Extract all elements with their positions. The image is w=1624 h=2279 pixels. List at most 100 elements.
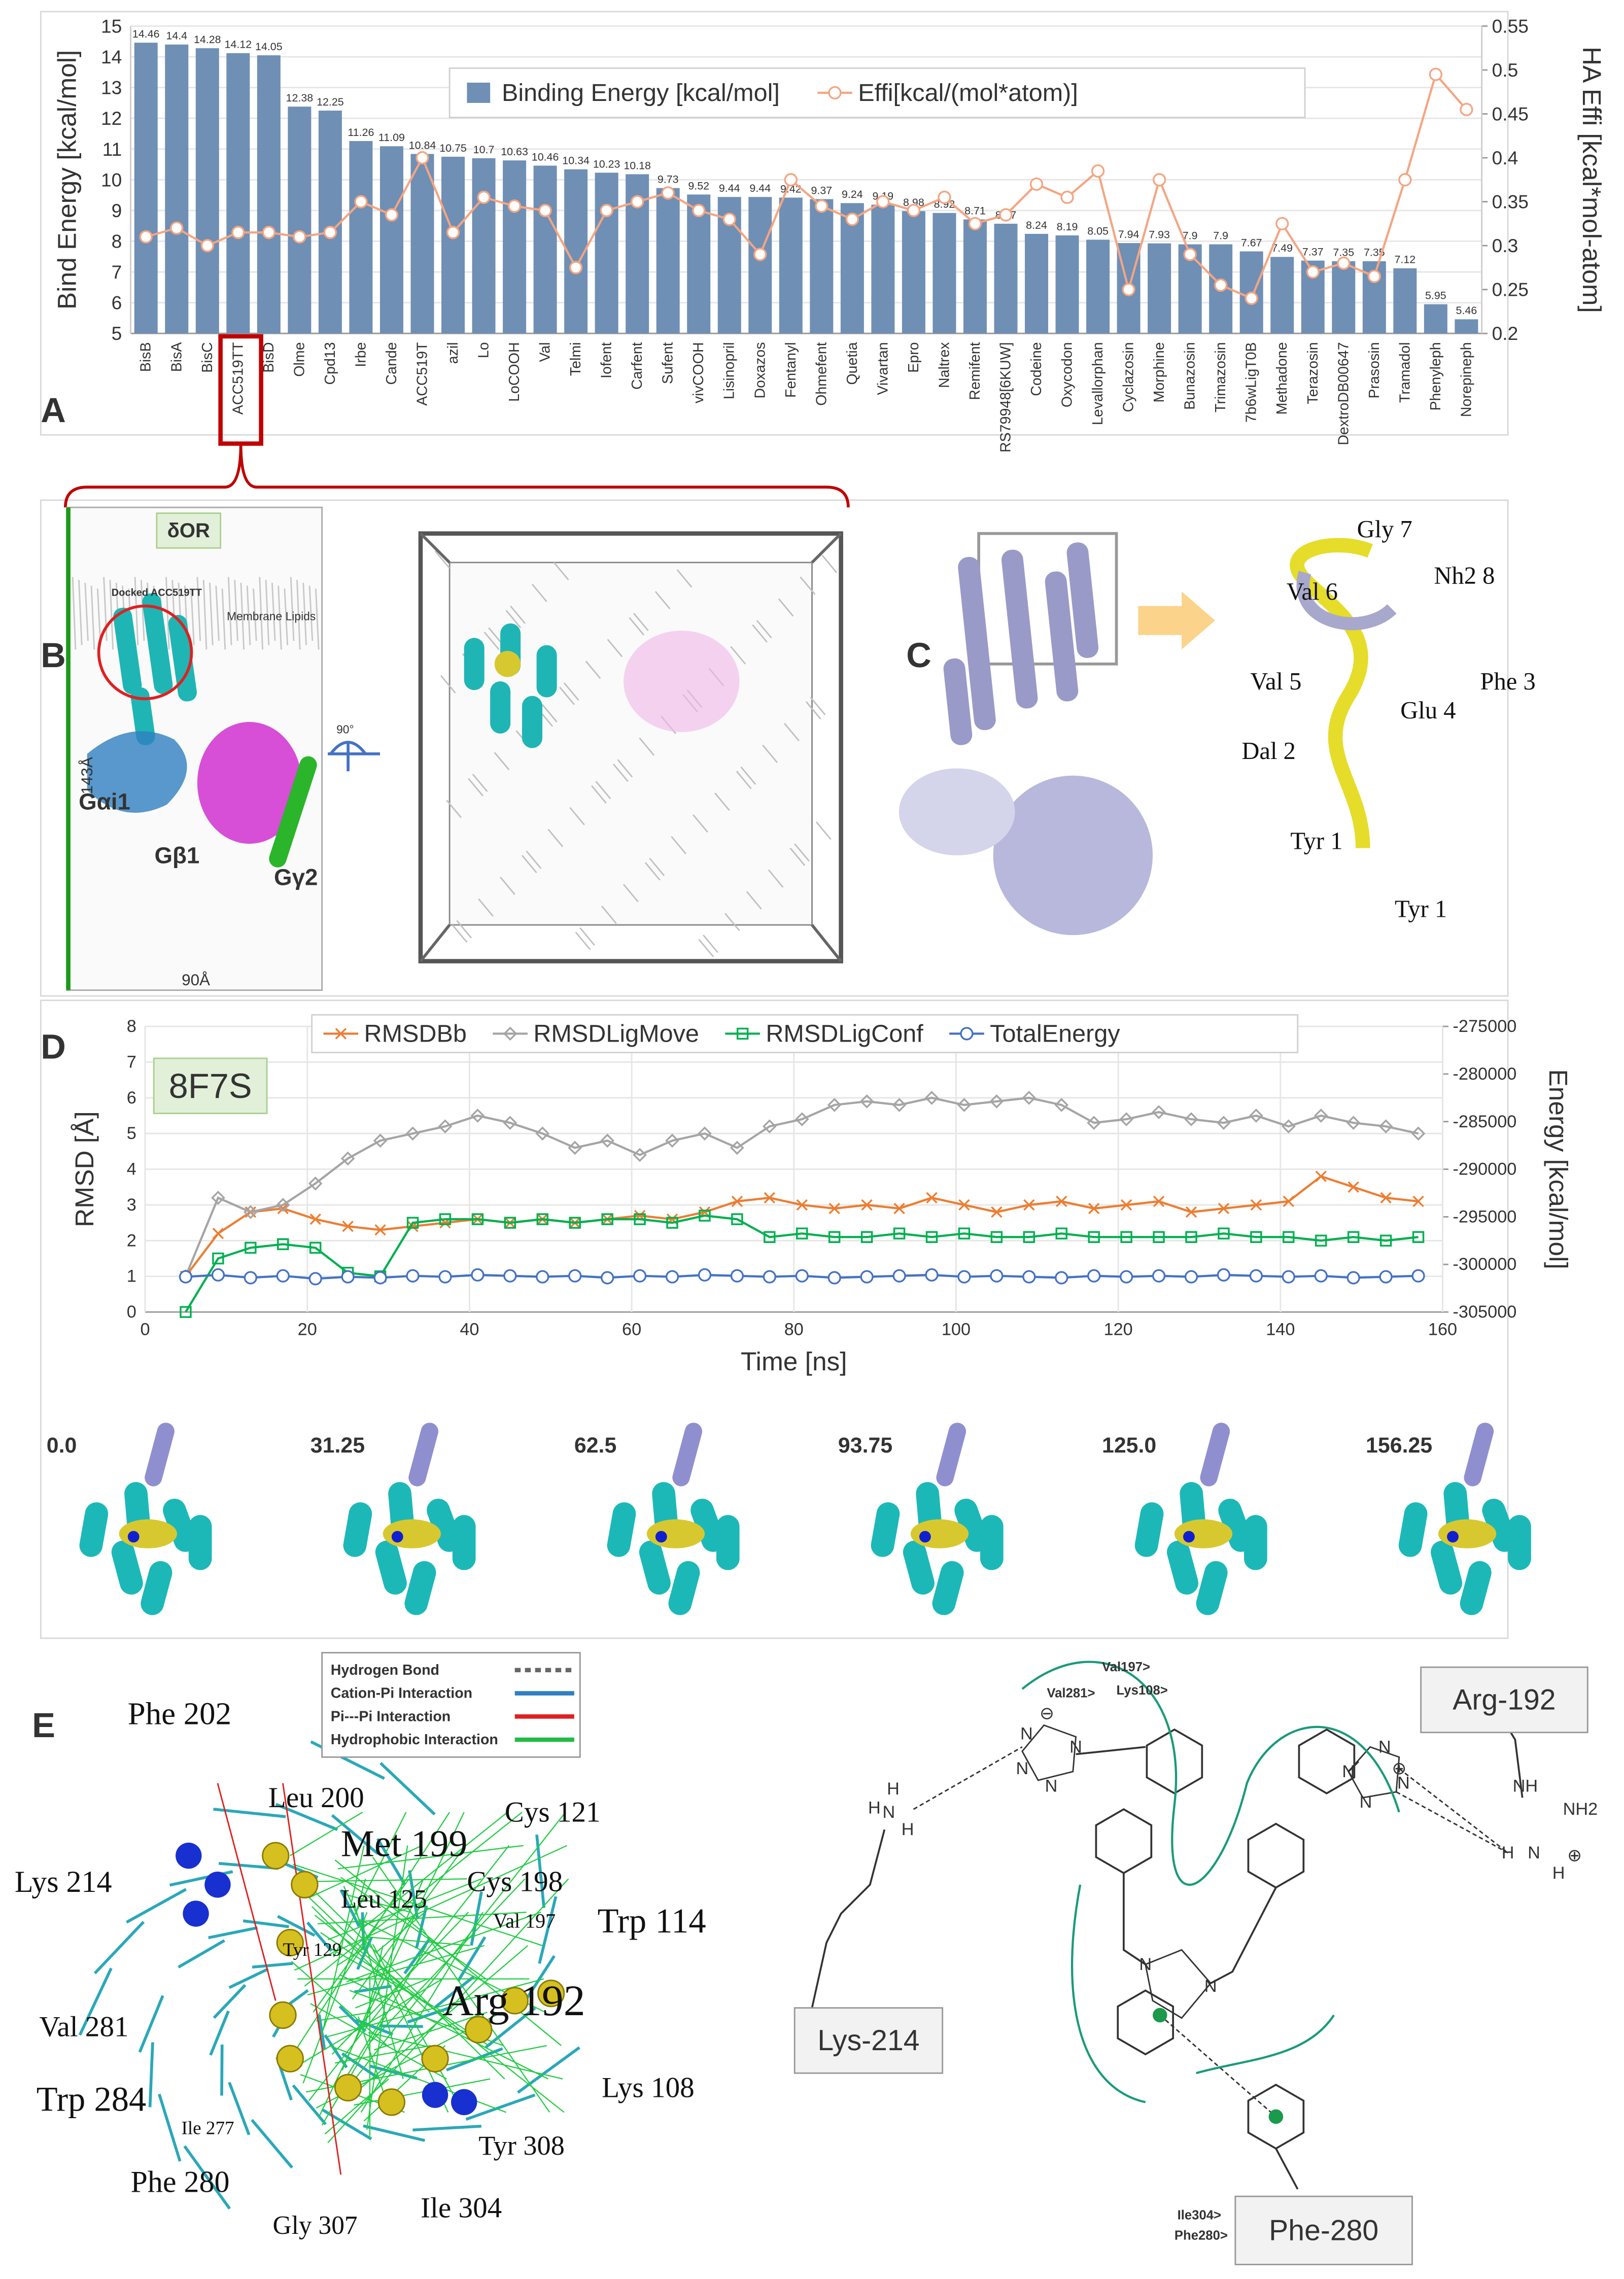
residue-stick	[178, 1939, 225, 1969]
lipid	[746, 891, 762, 910]
rotate-arrow	[328, 741, 380, 772]
marker	[341, 1270, 355, 1284]
marker	[990, 1231, 1003, 1243]
bar-value-label: 14.4	[166, 30, 187, 42]
marker	[960, 1027, 974, 1041]
y2-tick-label: 0.55	[1492, 15, 1529, 37]
x-tick-label: 160	[1428, 1320, 1457, 1339]
marker	[989, 1094, 1004, 1109]
marker	[471, 1268, 485, 1282]
lipid	[202, 579, 208, 650]
lipid	[456, 920, 472, 939]
x-tick-label: 100	[942, 1320, 971, 1339]
lipid	[810, 697, 826, 715]
hydrophobic	[290, 1811, 363, 1856]
lipid	[246, 585, 251, 645]
bar	[932, 213, 956, 334]
bar	[349, 141, 373, 334]
lipid	[78, 579, 83, 645]
series-line	[184, 1096, 1419, 1277]
bar-value-label: 8.98	[903, 196, 924, 209]
marker	[764, 1231, 776, 1243]
legend-label: RMSDLigConf	[766, 1020, 923, 1047]
y-tick-label: 14	[101, 46, 122, 67]
annotation: δOR	[167, 520, 210, 542]
residue-label: Tyr 308	[478, 2130, 565, 2161]
bar	[810, 199, 834, 334]
lipid	[724, 913, 740, 931]
lipid	[190, 589, 195, 645]
y-tick-label: 2	[127, 1231, 136, 1250]
bar-value-label: 14.12	[225, 39, 252, 51]
x-axis-title: Time [ns]	[741, 1346, 847, 1376]
marker	[1218, 1202, 1230, 1215]
marker	[309, 1241, 322, 1254]
ligand-atom	[377, 2088, 405, 2116]
lipid	[698, 939, 714, 957]
lipid	[531, 583, 547, 602]
marker	[406, 1217, 419, 1229]
x-tick-label: Vivartan	[875, 342, 891, 395]
ligand-atom	[465, 2016, 493, 2044]
hydrophobic	[293, 1863, 543, 1946]
ligand-atom	[276, 2045, 304, 2073]
ligand	[910, 1519, 969, 1548]
y2-tick-label: -295000	[1453, 1207, 1517, 1226]
lipid	[315, 589, 320, 650]
marker	[722, 213, 736, 226]
x-tick-label: 20	[298, 1320, 317, 1339]
lipid	[302, 582, 307, 645]
marker	[1153, 1231, 1165, 1243]
x-tick-label: Bunazosin	[1182, 342, 1198, 409]
marker	[1217, 1268, 1231, 1282]
bar	[1393, 268, 1417, 334]
lipid	[563, 682, 579, 701]
annotation: 143Å	[78, 757, 96, 794]
series-line	[185, 1214, 1419, 1313]
marker	[1347, 1231, 1360, 1243]
x-tick-label: Sufent	[660, 342, 676, 384]
marker	[730, 1141, 744, 1155]
x-tick-label: Naltrex	[936, 342, 952, 388]
bar-value-label: 7.9	[1213, 229, 1228, 241]
ligand-atom	[391, 1531, 403, 1543]
bar-value-label: 9.24	[842, 188, 863, 200]
ligand-atom	[183, 1901, 209, 1927]
lipid	[601, 906, 617, 924]
helix	[168, 615, 197, 702]
ring	[1021, 1724, 1077, 1781]
lipid	[96, 589, 101, 645]
marker	[406, 1269, 420, 1283]
x-tick-label: 0	[141, 1320, 150, 1339]
x-tick-label: 80	[784, 1320, 804, 1339]
helix	[943, 658, 973, 745]
x-tick-label: Oxycodon	[1059, 342, 1076, 407]
marker	[1152, 1105, 1166, 1119]
peptide-helix	[1290, 538, 1373, 848]
marker	[1122, 283, 1135, 296]
bar-value-label: 5.46	[1456, 304, 1477, 317]
marker	[1153, 1195, 1165, 1207]
bar-value-label: 10.63	[501, 146, 528, 158]
y2-tick-label: 0.35	[1492, 191, 1529, 213]
marker	[276, 1269, 290, 1283]
bar-value-label: 11.26	[348, 126, 374, 139]
lipid	[585, 661, 601, 679]
marker	[569, 1217, 581, 1229]
residue-box-label: Lys-214	[817, 2024, 919, 2057]
y-axis-title: Bind Energy [kcal/mol]	[52, 50, 82, 310]
lipid	[103, 577, 108, 641]
lipid	[714, 792, 730, 811]
panel-label: E	[32, 1706, 55, 1745]
x-tick-label: Fentanyl	[783, 342, 799, 398]
panel-label: D	[41, 1027, 66, 1066]
lipid	[693, 814, 708, 833]
y-tick-label: 7	[127, 1052, 136, 1072]
residue-stick	[379, 1762, 436, 1816]
residue-label: Val 197	[493, 1910, 556, 1932]
residue-label: Met 199	[341, 1823, 468, 1865]
marker	[1379, 1234, 1392, 1247]
hydrophobic	[294, 1845, 568, 1971]
marker	[1315, 1170, 1327, 1182]
